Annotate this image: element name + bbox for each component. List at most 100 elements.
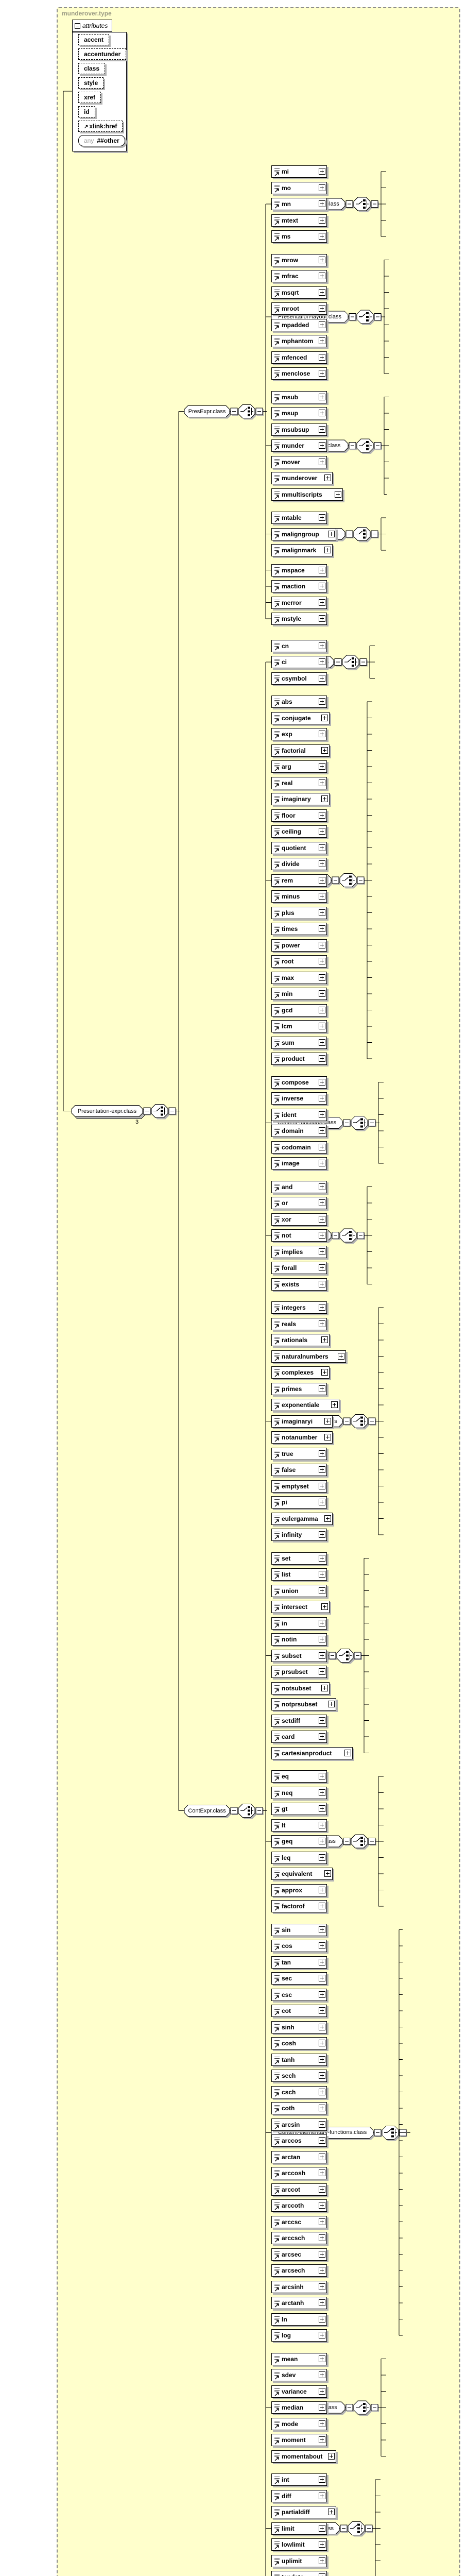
expand-plus-icon[interactable] [319, 1668, 325, 1675]
expand-plus-icon[interactable] [319, 353, 325, 361]
expand-plus-icon[interactable] [324, 547, 331, 553]
expand-plus-icon[interactable] [319, 763, 325, 770]
element-box-intersect[interactable]: intersect [271, 1601, 330, 1613]
expand-plus-icon[interactable] [319, 2557, 325, 2564]
expand-plus-icon[interactable] [319, 1160, 325, 1166]
element-box-card[interactable]: card [271, 1731, 327, 1743]
element-box-mroot[interactable]: mroot [271, 302, 327, 315]
expand-plus-icon[interactable] [319, 1023, 325, 1029]
element-box-neq[interactable]: neq [271, 1786, 327, 1799]
expand-plus-icon[interactable] [319, 1805, 325, 1812]
element-box-notin[interactable]: notin [271, 1633, 327, 1646]
element-box-rem[interactable]: rem [271, 874, 327, 887]
expand-plus-icon[interactable] [319, 1232, 325, 1239]
expand-plus-icon[interactable] [319, 2573, 325, 2576]
expand-plus-icon[interactable] [319, 393, 325, 400]
expand-plus-icon[interactable] [319, 2299, 325, 2306]
element-box-mrow[interactable]: mrow [271, 253, 327, 266]
element-box-csymbol[interactable]: csymbol [271, 672, 327, 685]
element-box-infinity[interactable]: infinity [271, 1529, 327, 1541]
element-box-false[interactable]: false [271, 1464, 327, 1476]
element-box-tan[interactable]: tan [271, 1956, 327, 1969]
element-box-domain[interactable]: domain [271, 1125, 327, 1137]
group-box-Content-functions-class[interactable]: Content-functions.class [271, 1117, 342, 1128]
element-box-pi[interactable]: pi [271, 1496, 327, 1509]
expand-plus-icon[interactable] [319, 811, 325, 819]
collapse-minus-icon[interactable] [345, 530, 354, 538]
expand-plus-icon[interactable] [319, 731, 325, 737]
collapse-minus-icon[interactable] [168, 1107, 177, 1115]
element-box-min[interactable]: min [271, 988, 327, 1000]
element-box-partialdiff[interactable]: partialdiff [271, 2506, 336, 2518]
element-box-mean[interactable]: mean [271, 2352, 327, 2365]
element-box-momentabout[interactable]: momentabout [271, 2450, 336, 2463]
attribute-box-accent[interactable]: accent [78, 34, 110, 45]
collapse-minus-icon[interactable] [371, 200, 379, 209]
expand-plus-icon[interactable] [319, 410, 325, 416]
collapse-minus-icon[interactable] [374, 442, 382, 450]
expand-plus-icon[interactable] [319, 1587, 325, 1594]
expand-plus-icon[interactable] [319, 1482, 325, 1489]
element-box-product[interactable]: product [271, 1053, 327, 1065]
element-box-mode[interactable]: mode [271, 2417, 327, 2430]
expand-plus-icon[interactable] [319, 1733, 325, 1740]
group-box-PresExpr-class[interactable]: PresExpr.class [184, 406, 230, 417]
element-box-rationals[interactable]: rationals [271, 1334, 330, 1346]
expand-plus-icon[interactable] [319, 925, 325, 932]
element-box-approx[interactable]: approx [271, 1884, 327, 1896]
element-box-exists[interactable]: exists [271, 1278, 327, 1291]
element-box-arccoth[interactable]: arccoth [271, 2199, 327, 2212]
expand-plus-icon[interactable] [321, 1684, 328, 1691]
expand-plus-icon[interactable] [319, 1958, 325, 1965]
element-box-menclose[interactable]: menclose [271, 367, 327, 380]
element-box-arccosh[interactable]: arccosh [271, 2167, 327, 2179]
expand-plus-icon[interactable] [324, 1434, 331, 1440]
expand-plus-icon[interactable] [319, 1619, 325, 1626]
expand-plus-icon[interactable] [319, 200, 325, 207]
collapse-minus-icon[interactable] [343, 1417, 351, 1426]
attribute-box-class[interactable]: class [78, 63, 106, 74]
expand-plus-icon[interactable] [321, 1603, 328, 1610]
element-box-cosh[interactable]: cosh [271, 2037, 327, 2049]
element-box-conjugate[interactable]: conjugate [271, 711, 330, 724]
expand-plus-icon[interactable] [319, 321, 325, 328]
expand-plus-icon[interactable] [319, 844, 325, 851]
element-box-inverse[interactable]: inverse [271, 1092, 327, 1105]
collapse-minus-icon[interactable] [345, 200, 354, 209]
expand-plus-icon[interactable] [319, 1991, 325, 1998]
expand-plus-icon[interactable] [319, 2267, 325, 2274]
expand-plus-icon[interactable] [319, 305, 325, 312]
element-box-sec[interactable]: sec [271, 1972, 327, 1985]
expand-plus-icon[interactable] [319, 2105, 325, 2111]
element-box-cot[interactable]: cot [271, 2005, 327, 2017]
expand-plus-icon[interactable] [319, 273, 325, 279]
expand-plus-icon[interactable] [319, 1854, 325, 1861]
expand-plus-icon[interactable] [319, 1264, 325, 1271]
expand-plus-icon[interactable] [319, 2072, 325, 2079]
expand-plus-icon[interactable] [319, 674, 325, 682]
element-box-sinh[interactable]: sinh [271, 2021, 327, 2033]
collapse-minus-icon[interactable] [365, 2524, 373, 2533]
expand-plus-icon[interactable] [319, 256, 325, 263]
expand-plus-icon[interactable] [319, 2387, 325, 2395]
element-box-imaginaryi[interactable]: imaginaryi [271, 1415, 333, 1428]
collapse-minus-icon[interactable] [368, 1417, 376, 1426]
element-box-median[interactable]: median [271, 2401, 327, 2414]
element-box-set[interactable]: set [271, 1552, 327, 1565]
element-box-cn[interactable]: cn [271, 639, 327, 652]
collapse-minus-icon[interactable] [332, 1232, 340, 1240]
element-box-root[interactable]: root [271, 955, 327, 968]
expand-plus-icon[interactable] [319, 828, 325, 835]
collapse-minus-icon[interactable] [255, 1807, 264, 1815]
expand-plus-icon[interactable] [319, 442, 325, 449]
element-box-max[interactable]: max [271, 971, 327, 984]
element-box-eulergamma[interactable]: eulergamma [271, 1512, 333, 1525]
expand-plus-icon[interactable] [319, 958, 325, 964]
expand-plus-icon[interactable] [319, 1095, 325, 1101]
expand-plus-icon[interactable] [319, 1571, 325, 1578]
expand-plus-icon[interactable] [319, 658, 325, 665]
expand-plus-icon[interactable] [319, 2404, 325, 2411]
expand-plus-icon[interactable] [324, 1417, 331, 1425]
expand-plus-icon[interactable] [319, 779, 325, 786]
expand-plus-icon[interactable] [319, 1975, 325, 1981]
